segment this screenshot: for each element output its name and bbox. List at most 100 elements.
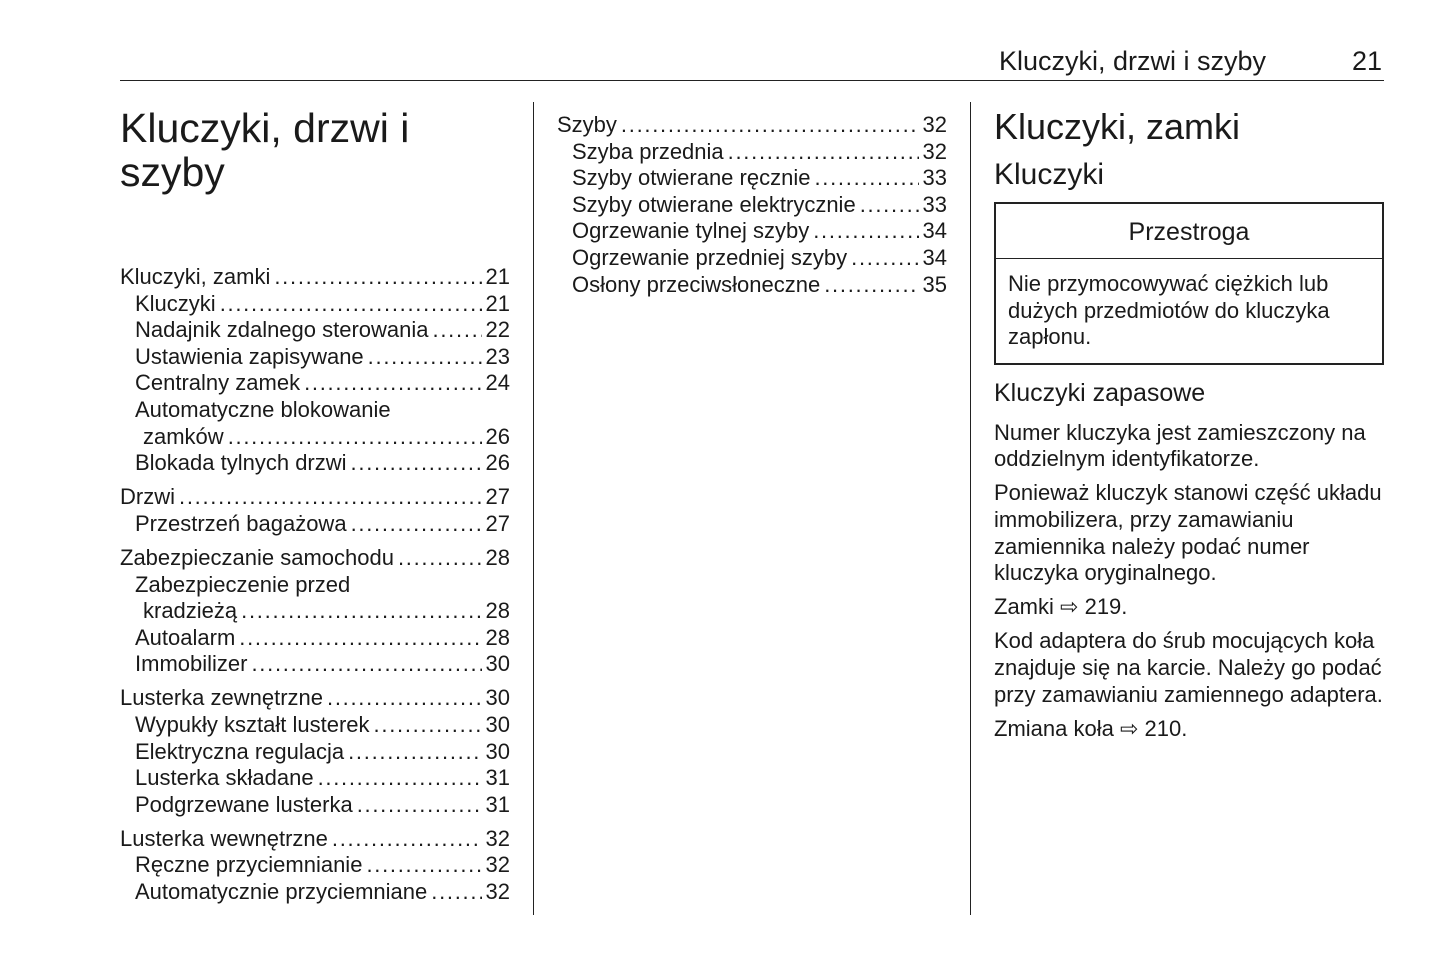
toc-entry[interactable]: Podgrzewane lusterka 31 xyxy=(120,792,510,819)
toc-entry[interactable]: Immobilizer 30 xyxy=(120,651,510,678)
toc-entry-page: 32 xyxy=(485,825,510,851)
toc-group-entry[interactable]: Szyby 32 xyxy=(557,112,947,139)
toc-entry[interactable]: Autoalarm 28 xyxy=(120,625,510,652)
toc-entry[interactable]: Blokada tylnych drzwi 26 xyxy=(120,450,510,477)
toc-entry-title: Szyby otwierane ręcznie xyxy=(572,165,811,191)
sub-subsection-heading: Kluczyki zapasowe xyxy=(994,378,1206,407)
toc-entry-title: Zabezpieczanie samochodu xyxy=(120,544,394,570)
toc-entry-title: Ustawienia zapisywane xyxy=(135,343,364,369)
dot-leader xyxy=(220,291,482,318)
toc-entry-page: 34 xyxy=(922,218,947,244)
toc-entry[interactable]: Nadajnik zdalnego sterowania 22 xyxy=(120,317,510,344)
dot-leader xyxy=(357,792,482,819)
dot-leader xyxy=(728,139,919,166)
toc-group-entry[interactable]: Kluczyki, zamki 21 xyxy=(120,264,510,291)
toc-entry-title: Immobilizer xyxy=(135,651,248,677)
cross-reference[interactable]: Zmiana koła ⇨ 210. xyxy=(994,715,1188,741)
column-3: Kluczyki, zamki Kluczyki Przestroga Nie … xyxy=(994,100,1384,750)
toc-entry[interactable]: Ręczne przyciemnianie 32 xyxy=(120,852,510,879)
toc-entry[interactable]: Centralny zamek 24 xyxy=(120,370,510,397)
table-of-contents: Szyby32Szyba przednia32Szyby otwierane r… xyxy=(557,112,947,298)
toc-entry-page: 28 xyxy=(485,544,510,570)
toc-entry[interactable]: Ustawienia zapisywane 23 xyxy=(120,344,510,371)
toc-entry[interactable]: Osłony przeciwsłoneczne 35 xyxy=(557,272,947,299)
dot-leader xyxy=(366,852,481,879)
toc-entry[interactable]: Ogrzewanie przedniej szyby 34 xyxy=(557,245,947,272)
toc-entry-title: Kluczyki, zamki xyxy=(120,264,271,289)
toc-entry-page: 33 xyxy=(922,165,947,191)
toc-entry-title: Lusterka składane xyxy=(135,765,314,791)
dot-leader xyxy=(348,739,481,766)
dot-leader xyxy=(351,511,482,538)
paragraph: Ponieważ kluczyk stanowi część układu im… xyxy=(994,480,1382,586)
toc-entry-page: 26 xyxy=(485,450,510,476)
toc-entry-title: kradzieżą xyxy=(143,598,238,624)
toc-entry-title: Ogrzewanie tylnej szyby xyxy=(572,218,810,244)
toc-entry[interactable]: Automatycznie przyciemniane 32 xyxy=(120,879,510,906)
dot-leader xyxy=(239,625,481,652)
toc-entry-page: 30 xyxy=(485,738,510,764)
paragraph: Numer kluczyka jest zamieszczony na oddz… xyxy=(994,419,1366,472)
toc-entry-title: Blokada tylnych drzwi xyxy=(135,450,347,476)
column-1: Kluczyki, drzwi i szyby Kluczyki, zamki 2… xyxy=(120,100,510,913)
toc-entry[interactable]: Przestrzeń bagażowa 27 xyxy=(120,511,510,538)
toc-group: Lusterka zewnętrzne30Wypukły kształt lus… xyxy=(120,685,510,818)
toc-entry[interactable]: Elektryczna regulacja 30 xyxy=(120,739,510,766)
dot-leader xyxy=(433,317,482,344)
toc-group-entry[interactable]: Lusterka wewnętrzne 32 xyxy=(120,826,510,853)
column-divider xyxy=(533,102,534,915)
toc-entry[interactable]: Szyby otwierane elektrycznie 33 xyxy=(557,192,947,219)
toc-entry-page: 24 xyxy=(485,370,510,396)
toc-entry-page: 30 xyxy=(485,651,510,677)
paragraph: Kod adaptera do śrub mocujących koła zna… xyxy=(994,628,1383,707)
toc-group: Kluczyki, zamki 21Kluczyki21Nadajnik zdal… xyxy=(120,264,510,477)
toc-entry-title: Szyba przednia xyxy=(572,138,724,164)
arrow-right-outline-icon: ⇨ xyxy=(1060,594,1079,620)
toc-entry[interactable]: Wypukły kształt lusterek 30 xyxy=(120,712,510,739)
dot-leader xyxy=(621,112,919,139)
subsection-heading: Kluczyki xyxy=(994,158,1105,191)
toc-entry-page: 21 xyxy=(485,290,510,316)
toc-entry-title: zamków xyxy=(143,423,224,449)
toc-entry-title: Drzwi xyxy=(120,484,175,510)
toc-entry-title: Przestrzeń bagażowa xyxy=(135,510,347,536)
cross-reference[interactable]: Zamki ⇨ 219. xyxy=(994,594,1128,620)
toc-entry-page: 21 xyxy=(485,264,510,289)
running-header: Kluczyki, drzwi i szyby 21 xyxy=(120,44,1384,81)
toc-entry[interactable]: Ogrzewanie tylnej szyby 34 xyxy=(557,218,947,245)
dot-leader xyxy=(431,879,481,906)
section-heading: Kluczyki, zamki xyxy=(994,106,1241,147)
toc-entry-title: Nadajnik zdalnego sterowania xyxy=(135,317,429,343)
toc-entry-page: 32 xyxy=(922,112,947,137)
toc-entry[interactable]: Automatyczne blokowanie xyxy=(120,397,510,424)
toc-entry[interactable]: Szyba przednia 32 xyxy=(557,139,947,166)
table-of-contents: Kluczyki, zamki 21Kluczyki21Nadajnik zdal… xyxy=(120,264,510,906)
dot-leader xyxy=(824,272,918,299)
toc-entry[interactable]: Szyby otwierane ręcznie 33 xyxy=(557,165,947,192)
toc-entry-title: Zabezpieczenie przed xyxy=(135,571,351,597)
dot-leader xyxy=(374,712,482,739)
toc-entry-page: 32 xyxy=(485,852,510,878)
toc-entry[interactable]: Lusterka składane 31 xyxy=(120,765,510,792)
toc-entry-page: 35 xyxy=(922,271,947,297)
dot-leader xyxy=(351,450,482,477)
toc-entry[interactable]: Zabezpieczenie przed xyxy=(120,572,510,599)
toc-entry[interactable]: kradzieżą 28 xyxy=(120,598,510,625)
dot-leader xyxy=(327,685,482,712)
toc-group: Drzwi 27 Przestrzeń bagażowa 27 xyxy=(120,484,510,537)
toc-entry-title: Wypukły kształt lusterek xyxy=(135,712,370,737)
toc-group-entry[interactable]: Drzwi 27 xyxy=(120,484,510,511)
warning-box: Przestroga Nie przymocowywać ciężkich lu… xyxy=(994,202,1384,365)
toc-group-entry[interactable]: Lusterka zewnętrzne 30 xyxy=(120,685,510,712)
toc-group: Szyby32Szyba przednia32Szyby otwierane r… xyxy=(557,112,947,298)
toc-entry-title: Podgrzewane lusterka xyxy=(135,791,353,817)
dot-leader xyxy=(179,484,482,511)
toc-entry-title: Szyby otwierane elektrycznie xyxy=(572,191,856,217)
toc-entry[interactable]: Kluczyki 21 xyxy=(120,291,510,318)
toc-entry-title: Lusterka wewnętrzne xyxy=(120,825,328,851)
toc-entry-page: 33 xyxy=(922,191,947,217)
dot-leader xyxy=(860,192,919,219)
toc-entry[interactable]: zamków 26 xyxy=(120,424,510,451)
toc-group-entry[interactable]: Zabezpieczanie samochodu 28 xyxy=(120,545,510,572)
